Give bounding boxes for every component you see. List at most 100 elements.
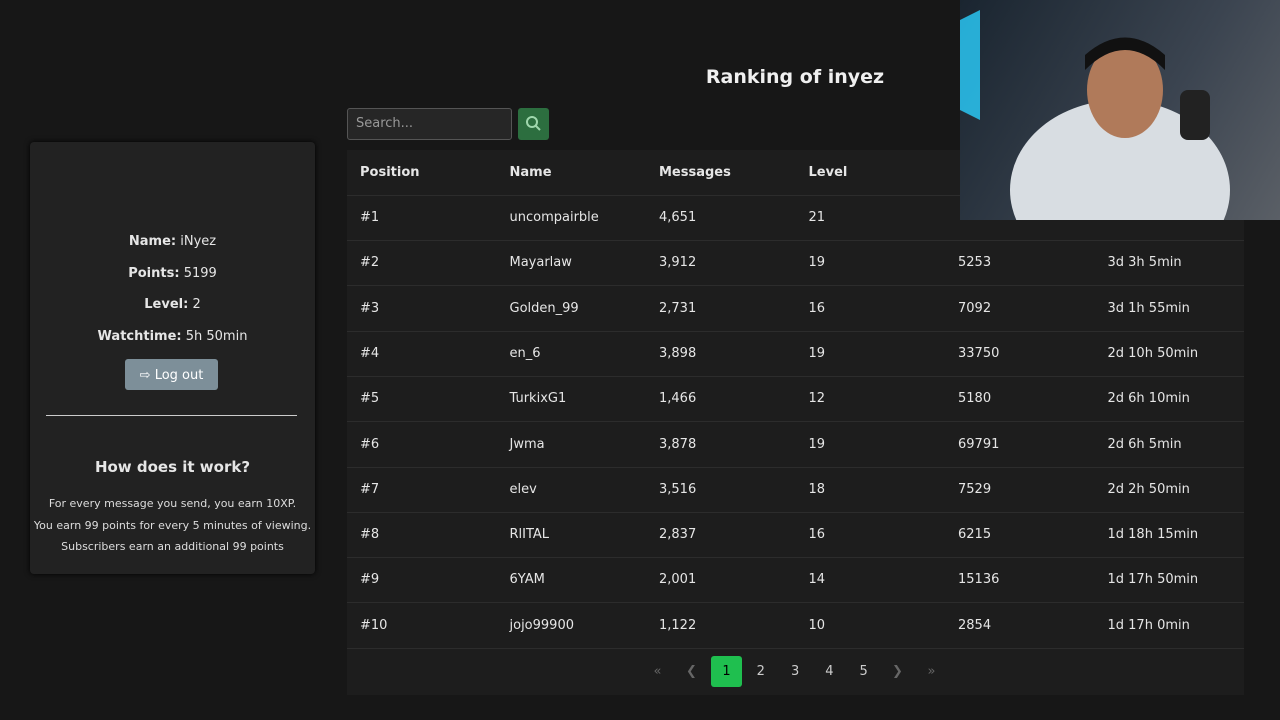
page-button[interactable]: 4 [825, 664, 834, 679]
table-cell: RlITAL [509, 527, 550, 543]
field-value: 2 [192, 297, 201, 312]
table-cell: 33750 [958, 345, 1000, 361]
page-nav-icon[interactable]: ❯ [892, 664, 903, 679]
field-label: Watchtime: [97, 328, 182, 344]
profile-field: Level: 2 [30, 297, 315, 312]
table-cell: #4 [360, 345, 380, 361]
webcam-image [960, 10, 1230, 220]
table-cell: 5253 [958, 255, 992, 271]
table-row: #9 6YAM 2,001 14 15136 1d 17h 50min [347, 557, 1244, 604]
field-value: 5199 [183, 265, 217, 281]
table-cell: #2 [360, 255, 380, 271]
info-heading: How does it work? [94, 458, 251, 476]
profile-field: Name: iNyez [30, 234, 315, 249]
table-cell: 3,912 [659, 255, 697, 271]
field-value: iNyez [180, 234, 217, 249]
page-nav-icon[interactable]: » [927, 664, 936, 679]
table-cell: 19 [808, 255, 826, 271]
table-row: #6 Jwma 3,878 19 69791 2d 6h 5min [347, 422, 1244, 468]
table-cell: 2d 6h 10min [1107, 391, 1190, 407]
page-button[interactable]: 2 [756, 664, 765, 679]
table-cell: 2d 10h 50min [1107, 345, 1199, 361]
table-cell: 2,001 [659, 572, 697, 588]
table-cell: 7529 [958, 481, 992, 497]
field-label: Points: [128, 265, 180, 281]
table-cell: #8 [360, 527, 380, 543]
table-row: #2 Mayarlaw 3,912 19 5253 3d 3h 5min [347, 240, 1244, 287]
table-cell: 2854 [958, 617, 992, 633]
profile-card: Name: iNyez Points: 5199 Level: 2 Watchtime… [30, 142, 315, 574]
header-cell: Level [808, 165, 848, 180]
table-cell: 3d 3h 5min [1107, 255, 1182, 271]
table-cell: 3,516 [659, 481, 697, 497]
table-cell: 19 [808, 436, 826, 452]
table-cell: 16 [808, 300, 826, 316]
table-row: #10 jojo99900 1,122 10 2854 1d 17h 0min [347, 603, 1244, 649]
divider [46, 415, 297, 416]
table-cell: 16 [808, 527, 826, 543]
page-button[interactable]: 5 [859, 664, 868, 679]
table-row: #7 elev 3,516 18 7529 2d 2h 50min [347, 467, 1244, 513]
table-row: #1 uncompairble 4,651 21 [347, 195, 1244, 241]
table-cell: 1d 18h 15min [1107, 527, 1199, 543]
page-button[interactable]: 3 [790, 664, 800, 679]
profile-field: Watchtime: 5h 50min [30, 329, 315, 344]
header-cell: Name [509, 165, 552, 180]
page-title: Ranking of inyez [705, 66, 885, 88]
info-line: You earn 99 points for every 5 minutes o… [33, 518, 312, 532]
info-line: For every message you send, you earn 10X… [48, 497, 297, 510]
table-cell: uncompairble [509, 210, 599, 225]
table-cell: 15136 [958, 572, 1000, 588]
search-button[interactable] [518, 108, 549, 140]
table-cell: 12 [808, 391, 826, 407]
table-cell: #7 [360, 481, 380, 497]
table-row: #3 Golden_99 2,731 16 7092 3d 1h 55min [347, 286, 1244, 332]
table-row: #8 RlITAL 2,837 16 6215 1d 18h 15min [347, 512, 1244, 559]
table-cell: Jwma [509, 436, 545, 452]
table-cell: 1d 17h 0min [1107, 617, 1190, 633]
page-nav-icon[interactable]: « [653, 664, 662, 679]
table-cell: 2,837 [659, 527, 697, 543]
table-cell: 2,731 [659, 300, 697, 316]
table-cell: #1 [360, 210, 380, 225]
search-icon [526, 116, 541, 131]
table-cell: 21 [808, 210, 826, 225]
table-cell: Mayarlaw [509, 255, 572, 271]
table-cell: 2d 2h 50min [1107, 481, 1190, 497]
table-cell: 4,651 [659, 210, 697, 225]
header-row: Position Name Messages Level [347, 150, 1244, 196]
table-cell: 18 [808, 481, 826, 497]
header-cell: Position [360, 165, 420, 180]
header-cell: Messages [659, 165, 731, 180]
table-cell: Golden_99 [509, 300, 579, 316]
table-cell: #10 [360, 617, 388, 633]
profile-field: Points: 5199 [30, 266, 315, 281]
table-cell: jojo99900 [509, 617, 575, 633]
page-button[interactable]: 1 [711, 656, 742, 687]
table-cell: 2d 6h 5min [1107, 436, 1182, 452]
table-cell: 3,878 [659, 436, 697, 452]
field-label: Level: [144, 297, 189, 312]
table-cell: #6 [360, 436, 380, 452]
table-cell: #9 [360, 572, 380, 588]
table-cell: 10 [808, 617, 826, 633]
table-cell: 6215 [958, 527, 992, 543]
table-cell: 1d 17h 50min [1107, 572, 1199, 588]
table-cell: 7092 [958, 300, 992, 316]
table-cell: 5180 [958, 391, 992, 407]
table-cell: 19 [808, 345, 826, 361]
field-label: Name: [128, 234, 177, 249]
table-cell: 1,466 [659, 391, 697, 407]
table-cell: #5 [360, 391, 380, 407]
table-row: #4 en_6 3,898 19 33750 2d 10h 50min [347, 331, 1244, 377]
table-cell: elev [509, 481, 537, 497]
table-cell: en_6 [509, 345, 541, 361]
page-nav-icon[interactable]: ❮ [686, 664, 697, 679]
search-input[interactable]: Search... [347, 108, 512, 140]
info-line: Subscribers earn an additional 99 points [61, 540, 284, 553]
logout-button[interactable]: ⇨ Log out [125, 359, 218, 390]
table-cell: 1,122 [659, 617, 697, 633]
logout-label: Log out [154, 368, 204, 383]
table-cell: 3,898 [659, 345, 697, 361]
